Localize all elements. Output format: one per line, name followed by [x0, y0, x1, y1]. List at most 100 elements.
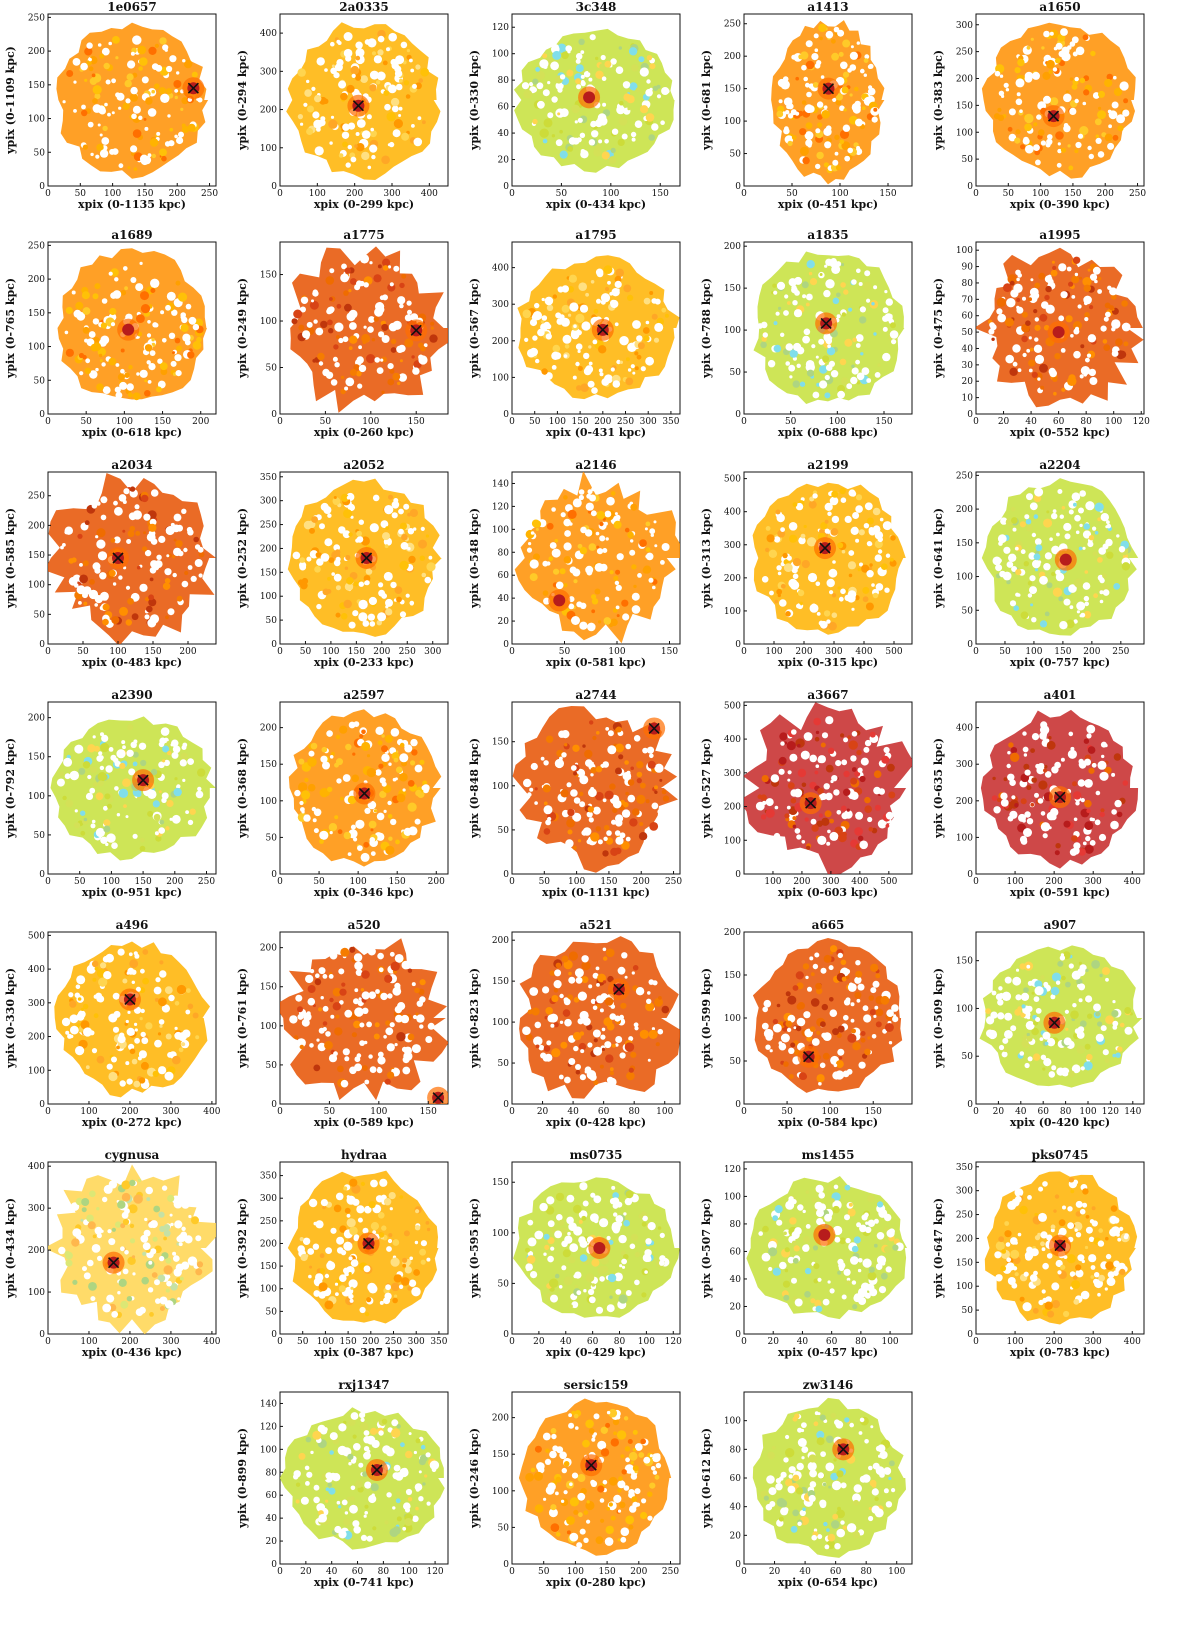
heatmap-cell — [161, 1004, 170, 1013]
heatmap-cell — [588, 69, 592, 73]
heatmap-cell — [553, 980, 562, 989]
heatmap-cell — [392, 129, 401, 138]
heatmap-cell — [1071, 970, 1081, 980]
heatmap-envelope — [519, 936, 680, 1099]
heatmap-cell — [830, 779, 834, 784]
y-tick-label: 200 — [28, 714, 45, 724]
heatmap-cell — [818, 23, 827, 33]
heatmap-cell — [330, 1014, 335, 1019]
heatmap-cell — [1033, 144, 1040, 152]
heatmap-cell — [606, 948, 615, 958]
heatmap-cell — [75, 1046, 85, 1056]
heatmap-cell — [84, 47, 93, 56]
heatmap-cell — [661, 1005, 670, 1014]
heatmap-cell — [144, 614, 150, 620]
heatmap-cell — [621, 952, 628, 959]
panel-a2744: 0 50 100 150 200 250 0 50 100 150 a2744 xpix (0-113… — [464, 688, 704, 923]
heatmap-cell — [164, 986, 173, 994]
heatmap-cell — [163, 1229, 171, 1237]
heatmap-cell — [83, 817, 88, 822]
heatmap-cell — [809, 956, 814, 961]
heatmap-cell — [795, 502, 804, 511]
x-tick-label: 100 — [370, 1107, 387, 1117]
heatmap-cell — [803, 76, 808, 82]
heatmap-cell — [541, 315, 548, 321]
heatmap-cell — [336, 303, 342, 309]
heatmap-cell — [851, 1028, 856, 1034]
heatmap-cell — [190, 575, 197, 582]
heatmap-cell — [823, 610, 831, 617]
heatmap-cell — [1060, 953, 1065, 957]
heatmap-cell — [645, 320, 650, 325]
heatmap-cell — [1089, 377, 1098, 385]
heatmap-cell — [577, 117, 583, 123]
heatmap-cell — [660, 120, 665, 125]
heatmap-cell — [631, 971, 635, 975]
heatmap-cell — [1082, 277, 1092, 287]
heatmap-cell — [99, 591, 109, 601]
heatmap-cell — [400, 542, 409, 550]
y-axis-label: ypix (0-383 kpc) — [932, 50, 945, 151]
heatmap-cell — [614, 280, 622, 288]
heatmap-cell — [100, 836, 108, 844]
heatmap-cell — [1046, 811, 1056, 821]
centroid-marker — [597, 324, 609, 336]
heatmap-cell — [298, 782, 308, 792]
heatmap-cell — [350, 278, 357, 285]
heatmap-cell — [378, 582, 384, 588]
heatmap-cell — [842, 1070, 850, 1078]
heatmap-cell — [777, 571, 782, 576]
heatmap-cell — [1009, 280, 1015, 286]
heatmap-cell — [1036, 766, 1045, 775]
y-tick-label: 0 — [503, 640, 509, 650]
heatmap-cell — [142, 1251, 147, 1256]
heatmap-cell — [390, 961, 400, 971]
heatmap-cell — [414, 818, 421, 825]
heatmap-cell — [339, 725, 348, 734]
heatmap-cell — [874, 554, 882, 562]
heatmap-cell — [1047, 134, 1053, 140]
heatmap-cell — [587, 1042, 593, 1048]
x-tick-label: 50 — [785, 417, 797, 427]
heatmap-cell — [1031, 617, 1037, 623]
heatmap-cell — [1011, 795, 1016, 800]
heatmap-cell — [396, 1032, 406, 1042]
heatmap-cell — [139, 1017, 143, 1021]
heatmap-cell — [843, 770, 850, 778]
heatmap-cell — [824, 141, 832, 149]
heatmap-cell — [529, 318, 538, 327]
x-tick-label: 40 — [567, 1107, 579, 1117]
heatmap-cell — [135, 986, 141, 992]
heatmap-cell — [588, 77, 593, 82]
heatmap-cell — [1053, 391, 1057, 396]
y-tick-label: 50 — [730, 1057, 742, 1067]
panel-a2034: 0 50 100 150 200 0 50 100 150 200 250 a2034 xpix (0-… — [0, 458, 240, 693]
heatmap-cell — [388, 836, 393, 841]
heatmap-cell — [826, 578, 835, 588]
heatmap-cell — [99, 765, 105, 771]
heatmap-cell — [318, 1007, 323, 1012]
heatmap-cell — [369, 261, 373, 265]
heatmap-cell — [65, 348, 74, 357]
heatmap-cell — [800, 750, 810, 760]
heatmap-cell — [182, 333, 191, 342]
heatmap-cell — [857, 767, 863, 773]
heatmap-cell — [584, 529, 593, 537]
heatmap-cell — [578, 38, 585, 45]
heatmap-cell — [1117, 1046, 1123, 1052]
x-axis-label: xpix (0-589 kpc) — [314, 1116, 414, 1129]
heatmap-cell — [324, 1040, 333, 1050]
heatmap-cell — [1074, 149, 1079, 154]
heatmap-cell — [776, 110, 784, 118]
heatmap-cell — [344, 1056, 350, 1062]
heatmap-cell — [101, 298, 108, 304]
heatmap-cell — [638, 56, 645, 63]
heatmap-cell — [353, 1020, 361, 1029]
heatmap-cell — [104, 102, 108, 107]
heatmap-cell — [1015, 968, 1020, 972]
heatmap-cell — [99, 359, 103, 363]
heatmap-cell — [856, 998, 861, 1003]
